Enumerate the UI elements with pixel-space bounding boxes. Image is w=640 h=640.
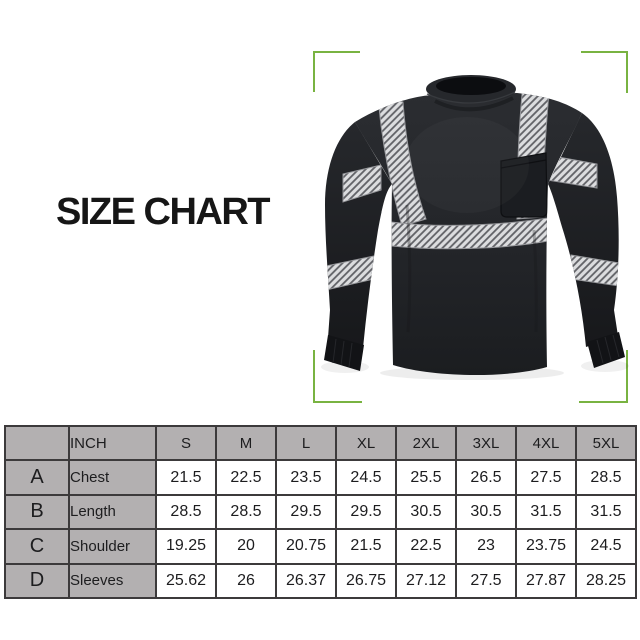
page-title: SIZE CHART [56, 191, 271, 233]
length-2xl: 30.5 [395, 493, 457, 531]
chest-s: 21.5 [155, 459, 217, 496]
right-cuff [587, 332, 625, 368]
chest-4xl: 27.5 [515, 459, 577, 496]
size-header-4xl: 4XL [515, 424, 577, 462]
sleeves-l: 26.37 [275, 562, 337, 599]
sleeves-3xl: 27.5 [455, 562, 517, 599]
frame-bracket-top-right-icon [581, 51, 628, 93]
size-header-2xl: 2XL [395, 424, 457, 462]
shirt-collar [426, 75, 516, 104]
table-row-sleeves: D Sleeves 25.62 26 26.37 26.75 27.12 27.… [4, 562, 637, 599]
row-key: B [4, 493, 70, 531]
frame-bracket-bottom-left-icon [313, 350, 362, 403]
shoulder-m: 20 [215, 528, 277, 565]
sleeves-4xl: 27.87 [515, 562, 577, 599]
chest-xl: 24.5 [335, 459, 397, 496]
length-3xl: 30.5 [455, 493, 517, 531]
chest-5xl: 28.5 [575, 459, 637, 496]
shoulder-l: 20.75 [275, 528, 337, 565]
shoulder-2xl: 22.5 [395, 528, 457, 565]
shoulder-s: 19.25 [155, 528, 217, 565]
row-key: D [4, 562, 70, 599]
length-s: 28.5 [155, 493, 217, 531]
frame-bracket-top-left-icon [313, 51, 360, 92]
size-header-5xl: 5XL [575, 424, 637, 462]
left-cuff [324, 335, 364, 371]
sleeves-2xl: 27.12 [395, 562, 457, 599]
row-label: Length [68, 493, 157, 531]
size-header-xl: XL [335, 424, 397, 462]
length-m: 28.5 [215, 493, 277, 531]
length-5xl: 31.5 [575, 493, 637, 531]
sleeves-m: 26 [215, 562, 277, 599]
shirt-torso [355, 93, 582, 376]
shoulder-3xl: 23 [455, 528, 517, 565]
table-header-row: INCH S M L XL 2XL 3XL 4XL 5XL [4, 424, 637, 462]
shoulder-4xl: 23.75 [515, 528, 577, 565]
shoulder-xl: 21.5 [335, 528, 397, 565]
row-label: Chest [68, 459, 157, 496]
product-photo-shirt [321, 75, 629, 380]
row-label: Sleeves [68, 562, 157, 599]
frame-bracket-bottom-right-icon [579, 350, 628, 403]
length-l: 29.5 [275, 493, 337, 531]
length-4xl: 31.5 [515, 493, 577, 531]
right-sleeve-reflective-tape [548, 154, 619, 287]
size-header-3xl: 3XL [455, 424, 517, 462]
corner-cell [4, 424, 70, 462]
chest-pocket [500, 152, 548, 218]
row-key: C [4, 528, 70, 565]
sleeves-5xl: 28.25 [575, 562, 637, 599]
chest-2xl: 25.5 [395, 459, 457, 496]
chest-l: 23.5 [275, 459, 337, 496]
size-header-m: M [215, 424, 277, 462]
sleeves-s: 25.62 [155, 562, 217, 599]
table-row-length: B Length 28.5 28.5 29.5 29.5 30.5 30.5 3… [4, 493, 637, 531]
size-header-s: S [155, 424, 217, 462]
chest-m: 22.5 [215, 459, 277, 496]
size-header-l: L [275, 424, 337, 462]
sleeves-xl: 26.75 [335, 562, 397, 599]
table-row-chest: A Chest 21.5 22.5 23.5 24.5 25.5 26.5 27… [4, 459, 637, 496]
row-key: A [4, 459, 70, 496]
row-label: Shoulder [68, 528, 157, 565]
table-row-shoulder: C Shoulder 19.25 20 20.75 21.5 22.5 23 2… [4, 528, 637, 565]
shirt-right-sleeve [548, 113, 625, 368]
size-table: INCH S M L XL 2XL 3XL 4XL 5XL A Chest 21… [4, 424, 637, 599]
length-xl: 29.5 [335, 493, 397, 531]
shoulder-5xl: 24.5 [575, 528, 637, 565]
unit-header-cell: INCH [68, 424, 157, 462]
chest-3xl: 26.5 [455, 459, 517, 496]
